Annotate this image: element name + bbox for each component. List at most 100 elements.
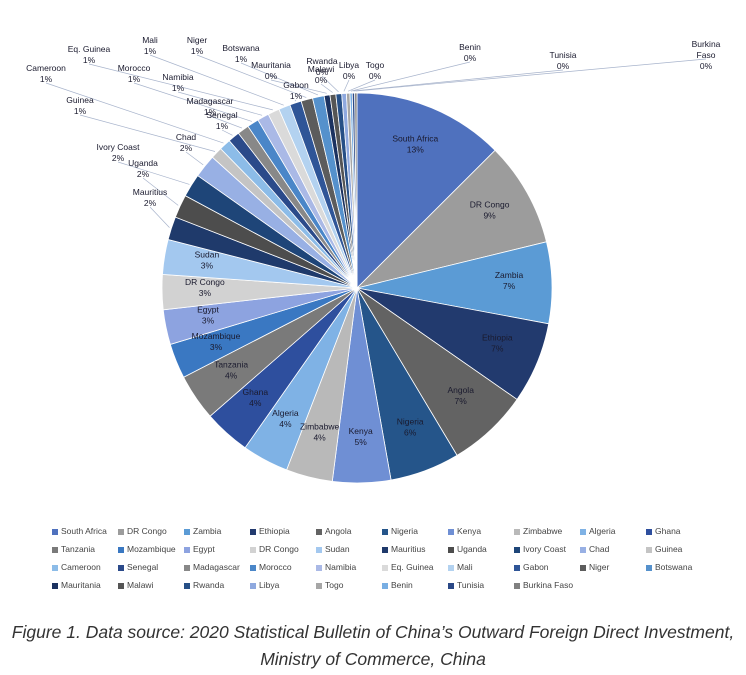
data-label-madagascar-22: Madagascar 1% (187, 96, 234, 117)
legend-label: Malawi (127, 580, 154, 590)
legend-swatch (52, 546, 58, 553)
legend-item-dr-congo-1: DR Congo (118, 526, 184, 537)
legend-swatch (250, 582, 256, 589)
pie-chart: South Africa 13% DR Congo 9% Zambia 7% Ethiopi… (26, 35, 721, 484)
legend-label: Burkina Faso (523, 580, 574, 590)
data-label-ghana-9: Ghana 4% (243, 387, 269, 408)
legend-swatch (514, 564, 520, 571)
legend-item-gabon-27: Gabon (514, 562, 580, 573)
data-label-malawi-31: Malawi 0% (308, 64, 335, 85)
legend-item-ivory-coast-17: Ivory Coast (514, 544, 580, 555)
leader-line-guinea-19 (79, 114, 216, 152)
leader-line-madagascar-22 (209, 115, 243, 129)
slice-dr-congo-1 (355, 149, 547, 289)
legend-label: DR Congo (127, 526, 167, 536)
leader-line-senegal-21 (221, 129, 233, 136)
legend-swatch (250, 546, 256, 553)
leader-line-togo-34 (347, 79, 376, 92)
data-label-guinea-19: Guinea 1% (66, 95, 94, 116)
legend-swatch (448, 546, 454, 553)
legend-swatch (250, 528, 256, 535)
legend-swatch (382, 528, 388, 535)
leader-line-chad-18 (185, 151, 204, 166)
leader-line-malawi-31 (320, 83, 333, 93)
legend-swatch (184, 582, 190, 589)
legend-label: Uganda (457, 544, 487, 554)
leader-line-burkina-faso-37 (355, 58, 707, 92)
legend-label: Mauritania (61, 580, 101, 590)
leader-line-eq-guinea-25 (88, 63, 273, 111)
leader-line-cameroon-20 (45, 82, 224, 144)
legend-item-mozambique-11: Mozambique (118, 544, 184, 555)
legend-item-cameroon-20: Cameroon (52, 562, 118, 573)
legend-swatch (580, 546, 586, 553)
data-label-rwanda-32: Rwanda 0% (306, 56, 337, 77)
legend-swatch (118, 582, 124, 589)
legend-label: Niger (589, 562, 610, 572)
legend-item-tanzania-10: Tanzania (52, 544, 118, 555)
pie-slices (161, 92, 553, 484)
legend-label: Algeria (589, 526, 616, 536)
legend-label: Benin (391, 580, 413, 590)
legend-item-chad-18: Chad (580, 544, 646, 555)
legend-swatch (250, 564, 256, 571)
legend-swatch (382, 564, 388, 571)
data-label-kenya-6: Kenya 5% (349, 426, 373, 447)
legend-item-niger-28: Niger (580, 562, 646, 573)
legend-swatch (448, 528, 454, 535)
leader-line-gabon-27 (294, 99, 297, 102)
legend-label: Nigeria (391, 526, 418, 536)
legend-label: Mali (457, 562, 473, 572)
data-label-libya-33: Libya 0% (339, 60, 360, 81)
data-label-cameroon-20: Cameroon 1% (26, 63, 66, 84)
legend-swatch (118, 546, 124, 553)
legend-label: Zimbabwe (523, 526, 563, 536)
leader-line-tunisia-36 (353, 69, 564, 92)
legend-label: Ethiopia (259, 526, 290, 536)
chart-legend: South Africa DR Congo Zambia Ethiopia Angola… (52, 526, 712, 591)
legend-item-botswana-29: Botswana (646, 562, 712, 573)
data-label-ethiopia-3: Ethiopia 7% (482, 333, 513, 354)
legend-item-kenya-6: Kenya (448, 526, 514, 537)
data-label-zambia-2: Zambia 7% (495, 270, 524, 291)
data-label-tanzania-10: Tanzania 4% (214, 359, 248, 380)
legend-label: Madagascar (193, 562, 240, 572)
legend-item-guinea-19: Guinea (646, 544, 712, 555)
legend-item-ethiopia-3: Ethiopia (250, 526, 316, 537)
leader-line-uganda-16 (142, 177, 179, 206)
legend-label: Morocco (259, 562, 292, 572)
legend-item-benin-35: Benin (382, 580, 448, 591)
data-label-mali-26: Mali 1% (142, 35, 158, 56)
legend-label: Botswana (655, 562, 693, 572)
legend-swatch (382, 546, 388, 553)
legend-item-eq-guinea-25: Eq. Guinea (382, 562, 448, 573)
legend-label: Tanzania (61, 544, 96, 554)
data-label-botswana-29: Botswana 1% (222, 43, 260, 64)
data-label-egypt-12: Egypt 3% (197, 305, 219, 326)
legend-label: DR Congo (259, 544, 299, 554)
data-label-uganda-16: Uganda 2% (128, 158, 158, 179)
leader-line-libya-33 (343, 79, 350, 92)
legend-swatch (184, 546, 190, 553)
legend-item-rwanda-32: Rwanda (184, 580, 250, 591)
legend-label: Namibia (325, 562, 357, 572)
legend-swatch (52, 528, 58, 535)
data-label-dr-congo-13: DR Congo 3% (185, 277, 225, 298)
legend-item-mauritania-30: Mauritania (52, 580, 118, 591)
legend-item-libya-33: Libya (250, 580, 316, 591)
legend-swatch (514, 582, 520, 589)
legend-label: Rwanda (193, 580, 225, 590)
leader-line-botswana-29 (240, 62, 319, 96)
legend-label: Angola (325, 526, 352, 536)
legend-label: Eq. Guinea (391, 562, 434, 572)
legend-item-namibia-24: Namibia (316, 562, 382, 573)
legend-label: Chad (589, 544, 610, 554)
slice-south-africa-0 (356, 92, 496, 289)
data-label-ivory-coast-17: Ivory Coast 2% (97, 142, 141, 163)
leader-line-rwanda-32 (321, 75, 339, 93)
legend-swatch (382, 582, 388, 589)
legend-item-angola-4: Angola (316, 526, 382, 537)
legend-swatch (184, 528, 190, 535)
legend-label: Ghana (655, 526, 681, 536)
leader-line-benin-35 (350, 61, 471, 92)
